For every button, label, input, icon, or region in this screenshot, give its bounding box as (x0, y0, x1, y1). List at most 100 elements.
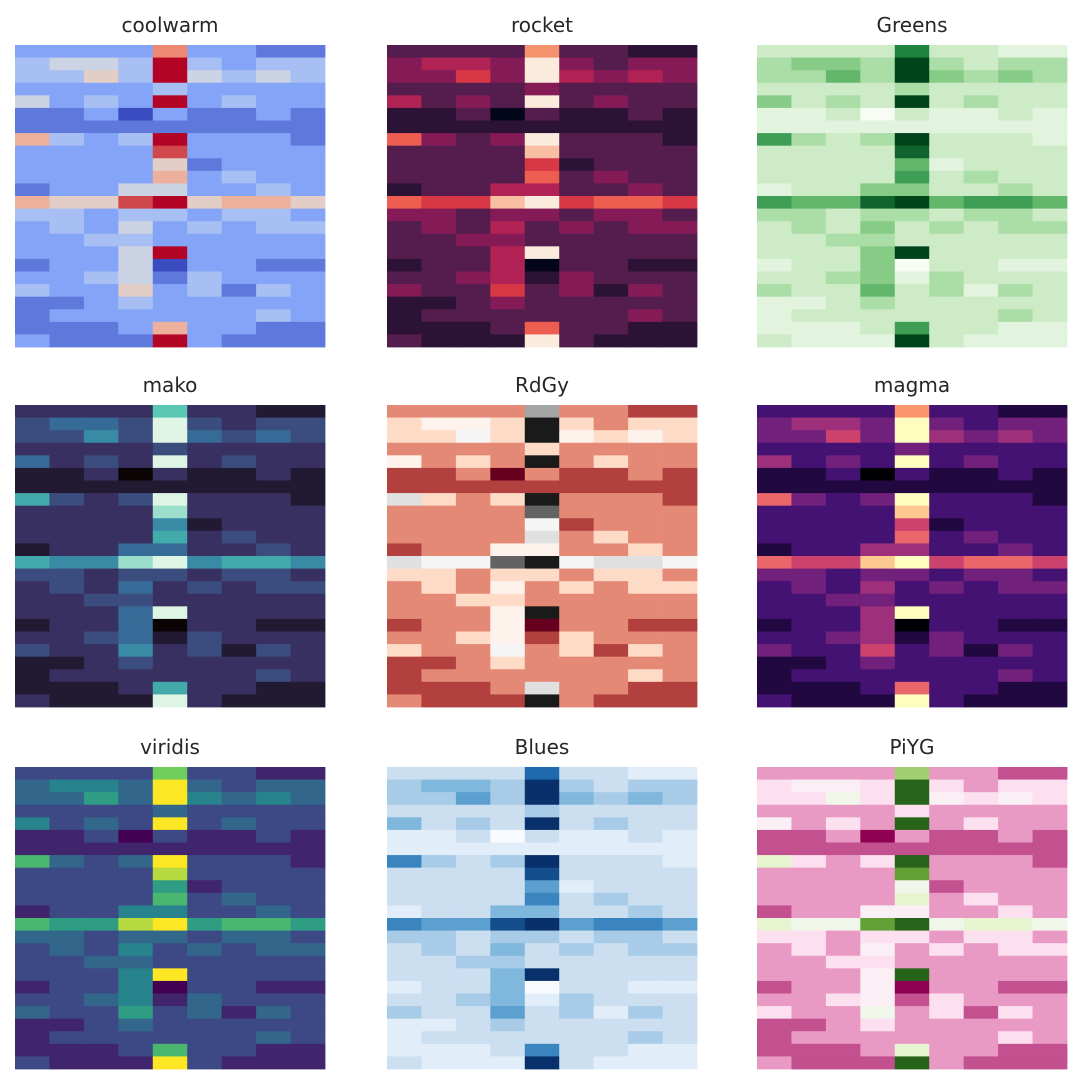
heatmap-cell (1032, 644, 1068, 658)
heatmap-cell (894, 1031, 930, 1045)
heatmap-cell (256, 417, 291, 431)
heatmap-cell (662, 196, 698, 209)
heatmap-cell (421, 656, 457, 670)
heatmap-cell (455, 1056, 491, 1070)
heatmap-cell (455, 107, 491, 121)
heatmap-cell (963, 829, 999, 843)
heatmap-cell (963, 968, 999, 982)
heatmap-cell (559, 120, 595, 134)
heatmap-cell (662, 918, 698, 931)
heatmap-cell (524, 95, 560, 109)
heatmap-cell (662, 233, 698, 247)
heatmap-cell (455, 1006, 491, 1020)
heatmap-cell (290, 681, 326, 695)
heatmap-cell (998, 158, 1033, 172)
heatmap-cell (559, 296, 595, 310)
heatmap-cell (929, 208, 965, 222)
heatmap-cell (118, 95, 154, 109)
heatmap-cell (559, 1043, 595, 1057)
heatmap-cell (593, 246, 629, 260)
heatmap-cell (559, 867, 595, 881)
heatmap-cell (118, 568, 154, 582)
heatmap-cell (662, 518, 698, 532)
heatmap-cell (490, 1043, 526, 1057)
heatmap-cell (662, 120, 698, 134)
heatmap-cell (49, 57, 85, 71)
heatmap-cell (118, 196, 154, 209)
heatmap-cell (49, 993, 85, 1007)
heatmap-cell (421, 817, 457, 831)
heatmap-cell (757, 45, 792, 58)
heatmap-cell (49, 284, 85, 298)
heatmap-cell (1032, 980, 1068, 994)
heatmap-cell (757, 593, 792, 607)
heatmap-cell (421, 930, 457, 944)
heatmap-cell (256, 518, 291, 532)
heatmap-cell (290, 804, 326, 818)
heatmap-cell (490, 258, 526, 272)
heatmap-cell (118, 829, 154, 843)
heatmap-cell (628, 45, 663, 58)
heatmap-cell (83, 518, 119, 532)
heatmap-cell (628, 405, 663, 418)
heatmap-cell (860, 455, 896, 469)
heatmap-cell (83, 918, 119, 931)
heatmap-cell (1032, 1006, 1068, 1020)
heatmap-cell (929, 417, 965, 431)
heatmap-cell (421, 867, 457, 881)
heatmap-cell (860, 993, 896, 1007)
heatmap-cell (83, 183, 119, 197)
heatmap-cell (118, 467, 154, 481)
heatmap-cell (49, 467, 85, 481)
heatmap-cell (490, 233, 526, 247)
heatmap-cell (187, 792, 223, 806)
heatmap-cell (662, 45, 698, 58)
heatmap-cell (290, 95, 326, 109)
heatmap-cell (998, 233, 1033, 247)
heatmap-cell (421, 804, 457, 818)
heatmap-cell (455, 45, 491, 58)
heatmap-cell (791, 943, 827, 957)
heatmap-cell (593, 1006, 629, 1020)
heatmap-cell (387, 1006, 422, 1020)
heatmap-cell (187, 1018, 223, 1032)
heatmap-cell (152, 183, 188, 197)
heatmap-cell (15, 82, 50, 96)
heatmap-cell (894, 271, 930, 285)
heatmap-cell (929, 631, 965, 645)
heatmap-cell (455, 880, 491, 894)
heatmap-cell (83, 568, 119, 582)
heatmap-cell (963, 518, 999, 532)
heatmap-cell (290, 943, 326, 957)
heatmap-cell (187, 829, 223, 843)
heatmap-cell (929, 568, 965, 582)
heatmap-cell (49, 918, 85, 931)
heatmap-cell (791, 518, 827, 532)
heatmap-cell (628, 817, 663, 831)
heatmap-cell (490, 892, 526, 906)
heatmap-cell (998, 618, 1033, 632)
heatmap-cell (15, 867, 50, 881)
heatmap-cell (860, 133, 896, 147)
heatmap-cell (757, 1056, 792, 1070)
heatmap-cell (860, 1018, 896, 1032)
heatmap-cell (662, 221, 698, 235)
heatmap-cell (757, 455, 792, 469)
heatmap-cell (524, 581, 560, 595)
heatmap-cell (628, 779, 663, 793)
heatmap-cell (524, 442, 560, 456)
heatmap-cell (187, 430, 223, 444)
heatmap-cell (49, 694, 85, 708)
heatmap-cell (963, 606, 999, 620)
heatmap-cell (894, 442, 930, 456)
heatmap-cell (524, 779, 560, 793)
heatmap-cell (662, 968, 698, 982)
heatmap-cell (963, 694, 999, 708)
heatmap-cell (387, 656, 422, 670)
heatmap-cell (757, 644, 792, 658)
heatmap-cell (860, 57, 896, 71)
heatmap-cell (963, 334, 999, 348)
heatmap-cell (187, 694, 223, 708)
heatmap-cell (1032, 581, 1068, 595)
heatmap-cell (559, 493, 595, 507)
